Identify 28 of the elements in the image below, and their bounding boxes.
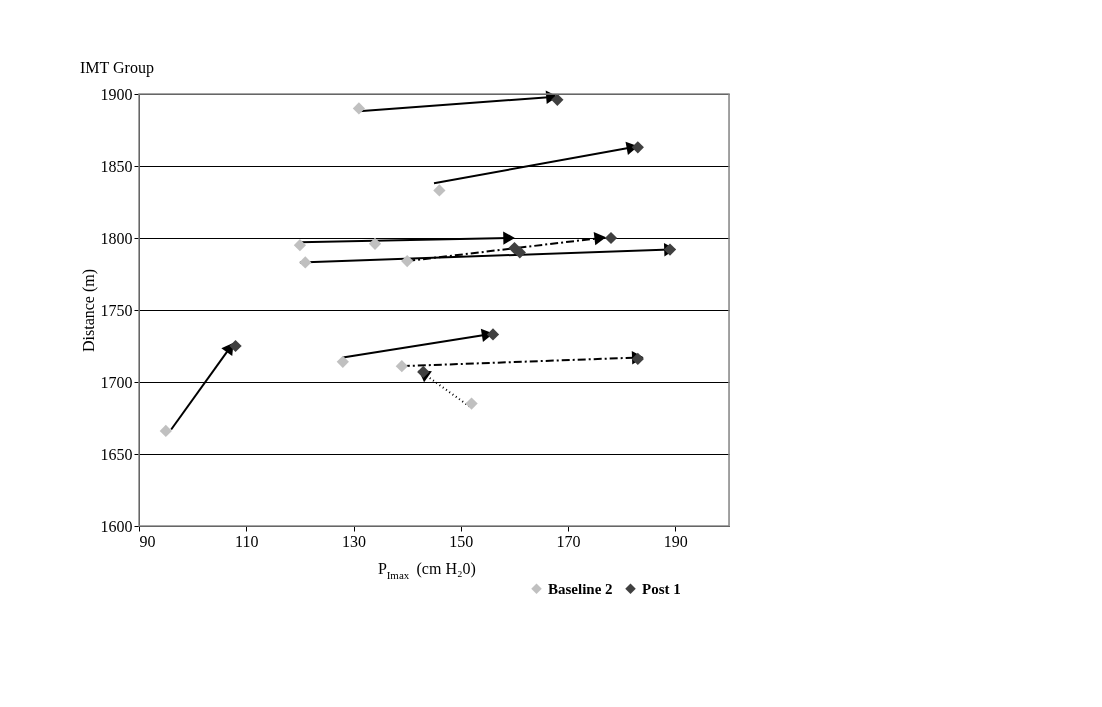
x-tick-label: 130 [342, 532, 367, 550]
y-tick-label: 1850 [100, 157, 133, 175]
y-tick-label: 1900 [100, 85, 133, 103]
point [293, 239, 307, 252]
y-tick-label: 1750 [100, 301, 133, 319]
x-tick-label: 110 [235, 532, 259, 550]
x-tick-label: 190 [663, 532, 688, 550]
point [395, 360, 408, 373]
point [368, 237, 382, 250]
point [336, 355, 349, 368]
point [401, 254, 414, 268]
point [159, 424, 172, 438]
point [299, 256, 312, 269]
x-tick-label: 90 [139, 532, 156, 550]
x-tick-label: 150 [449, 532, 474, 550]
point [433, 184, 446, 197]
y-tick-label: 1600 [100, 517, 133, 535]
legend-label: Baseline 2 [548, 580, 613, 597]
y-tick-label: 1800 [100, 229, 133, 247]
point [352, 102, 366, 115]
point [465, 397, 478, 410]
y-tick-label: 1700 [100, 373, 133, 391]
y-axis-title: Distance (m) [79, 268, 98, 353]
y-tick-label: 1650 [100, 445, 133, 463]
point [604, 231, 618, 245]
legend-label: Post 1 [642, 580, 681, 597]
chart-title: IMT Group [80, 59, 154, 77]
x-tick-label: 170 [556, 532, 581, 550]
